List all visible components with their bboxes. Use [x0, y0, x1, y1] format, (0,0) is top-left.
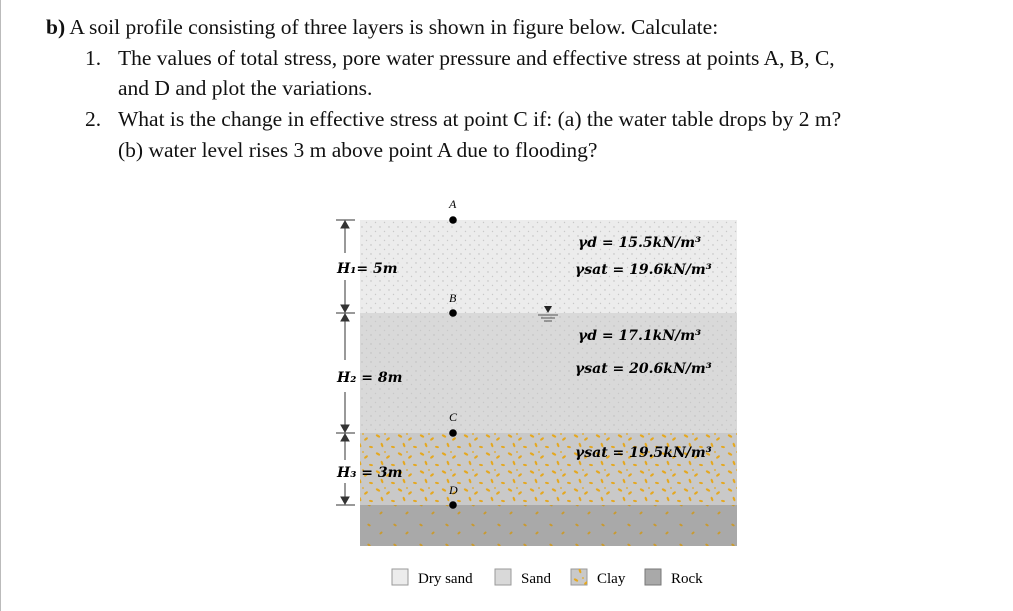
layer1-gamma-sat: γsat = 19.6kN/m³ [575, 262, 712, 278]
layer2-gamma-sat: γsat = 20.6kN/m³ [575, 361, 712, 377]
item-1-num: 1. [85, 46, 102, 70]
height-h1: H₁= 5m [336, 261, 398, 277]
item-2-num: 2. [85, 107, 102, 131]
problem-intro: b) A soil profile consisting of three la… [46, 14, 718, 40]
height-h2: H₂ = 8m [336, 370, 402, 386]
point-a-label: A [448, 197, 457, 211]
legend-dry-sand: Dry sand [418, 571, 473, 587]
legend: Dry sand Sand Clay Rock [391, 568, 703, 587]
problem-label: b) [46, 15, 66, 39]
point-d-marker [449, 501, 457, 509]
item-1-line-2: and D and plot the variations. [118, 76, 373, 100]
item-2-line-2: (b) water level rises 3 m above point A … [118, 138, 598, 162]
dimension-lines [336, 219, 355, 506]
point-b-label: B [449, 291, 457, 305]
intro-text: A soil profile consisting of three layer… [69, 15, 719, 39]
water-table-icon [538, 306, 558, 322]
item-1-line-1: The values of total stress, pore water p… [118, 46, 835, 70]
legend-sand: Sand [521, 571, 552, 587]
height-h3: H₃ = 3m [336, 465, 402, 481]
layer1-gamma-d: γd = 15.5kN/m³ [578, 235, 701, 251]
legend-clay: Clay [597, 571, 626, 587]
legend-swatch-sand [494, 568, 512, 586]
page-edge [0, 0, 1, 611]
point-a-marker [449, 216, 457, 224]
point-c-label: C [449, 410, 458, 424]
point-c-marker [449, 429, 457, 437]
legend-swatch-rock [644, 568, 662, 586]
item-2-line-1: What is the change in effective stress a… [118, 107, 842, 131]
point-b-marker [449, 309, 457, 317]
legend-swatch-dry-sand [391, 568, 409, 586]
layer3-gamma-sat: γsat = 19.5kN/m³ [575, 445, 712, 461]
legend-rock: Rock [671, 571, 703, 587]
layer2-gamma-d: γd = 17.1kN/m³ [578, 328, 701, 344]
point-d-label: D [448, 483, 458, 497]
